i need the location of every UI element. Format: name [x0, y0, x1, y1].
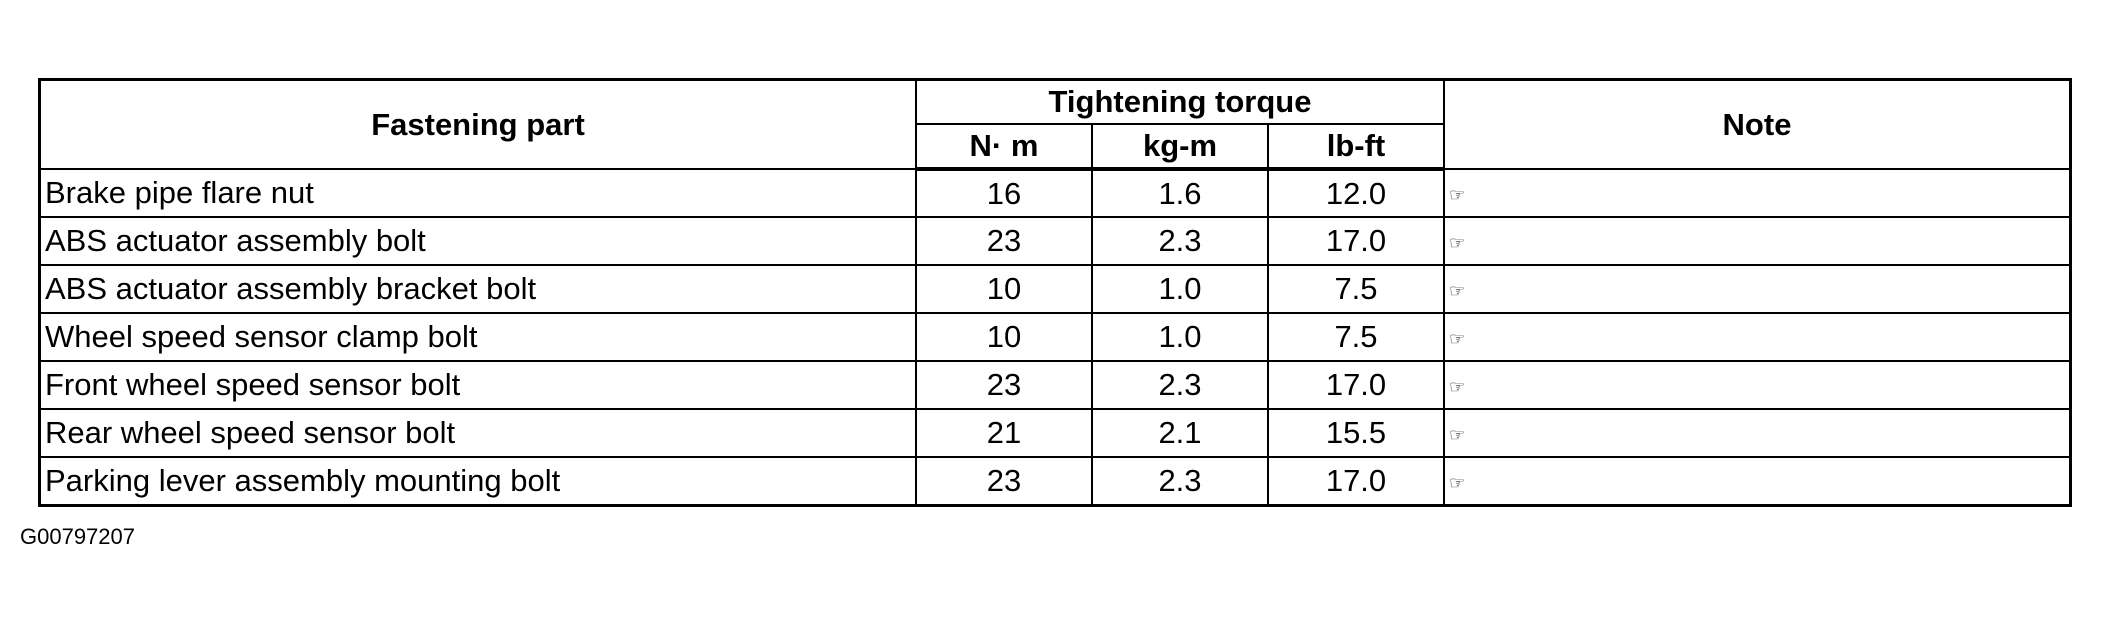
nm-cell: 21	[915, 408, 1093, 458]
pointing-hand-icon: ☞	[1449, 329, 1466, 349]
pointing-hand-icon: ☞	[1449, 281, 1466, 301]
table-row: Brake pipe flare nut 16 1.6 12.0 ☞	[38, 168, 2072, 218]
fastening-part-cell: ABS actuator assembly bolt	[38, 216, 917, 266]
kgm-cell: 2.3	[1091, 456, 1269, 507]
table-row: ABS actuator assembly bracket bolt 10 1.0 7…	[38, 264, 2072, 314]
header-tightening-torque: Tightening torque	[915, 78, 1445, 125]
kgm-cell: 1.0	[1091, 312, 1269, 362]
table-row: Front wheel speed sensor bolt 23 2.3 17.0 ☞	[38, 360, 2072, 410]
lbft-cell: 7.5	[1267, 312, 1445, 362]
pointing-hand-icon: ☞	[1449, 233, 1466, 253]
lbft-cell: 15.5	[1267, 408, 1445, 458]
torque-table: Fastening part Tightening torque Note N·…	[38, 78, 2072, 507]
note-cell: ☞	[1443, 360, 2072, 410]
header-fastening-part: Fastening part	[38, 78, 917, 170]
lbft-cell: 17.0	[1267, 360, 1445, 410]
lbft-cell: 17.0	[1267, 216, 1445, 266]
note-cell: ☞	[1443, 408, 2072, 458]
table-row: ABS actuator assembly bolt 23 2.3 17.0 ☞	[38, 216, 2072, 266]
fastening-part-cell: ABS actuator assembly bracket bolt	[38, 264, 917, 314]
note-cell: ☞	[1443, 216, 2072, 266]
fastening-part-cell: Brake pipe flare nut	[38, 168, 917, 218]
table-row: Wheel speed sensor clamp bolt 10 1.0 7.5 ☞	[38, 312, 2072, 362]
lbft-cell: 12.0	[1267, 168, 1445, 218]
fastening-part-cell: Rear wheel speed sensor bolt	[38, 408, 917, 458]
fastening-part-cell: Wheel speed sensor clamp bolt	[38, 312, 917, 362]
note-cell: ☞	[1443, 264, 2072, 314]
nm-cell: 23	[915, 360, 1093, 410]
kgm-cell: 1.6	[1091, 168, 1269, 218]
fastening-part-cell: Parking lever assembly mounting bolt	[38, 456, 917, 507]
figure-code: G00797207	[20, 524, 135, 549]
nm-cell: 10	[915, 264, 1093, 314]
kgm-cell: 2.3	[1091, 360, 1269, 410]
lbft-cell: 7.5	[1267, 264, 1445, 314]
note-cell: ☞	[1443, 456, 2072, 507]
header-note: Note	[1443, 78, 2072, 170]
nm-cell: 10	[915, 312, 1093, 362]
header-unit-nm: N· m	[915, 123, 1093, 171]
kgm-cell: 1.0	[1091, 264, 1269, 314]
pointing-hand-icon: ☞	[1449, 473, 1466, 493]
table-row: Parking lever assembly mounting bolt 23 2.…	[38, 456, 2072, 507]
fastening-part-cell: Front wheel speed sensor bolt	[38, 360, 917, 410]
pointing-hand-icon: ☞	[1449, 425, 1466, 445]
table-row: Rear wheel speed sensor bolt 21 2.1 15.5 ☞	[38, 408, 2072, 458]
nm-cell: 16	[915, 168, 1093, 218]
pointing-hand-icon: ☞	[1449, 185, 1466, 205]
note-cell: ☞	[1443, 168, 2072, 218]
header-unit-kgm: kg-m	[1091, 123, 1269, 171]
header-unit-lbft: lb-ft	[1267, 123, 1445, 171]
kgm-cell: 2.1	[1091, 408, 1269, 458]
nm-cell: 23	[915, 456, 1093, 507]
nm-cell: 23	[915, 216, 1093, 266]
lbft-cell: 17.0	[1267, 456, 1445, 507]
pointing-hand-icon: ☞	[1449, 377, 1466, 397]
note-cell: ☞	[1443, 312, 2072, 362]
kgm-cell: 2.3	[1091, 216, 1269, 266]
